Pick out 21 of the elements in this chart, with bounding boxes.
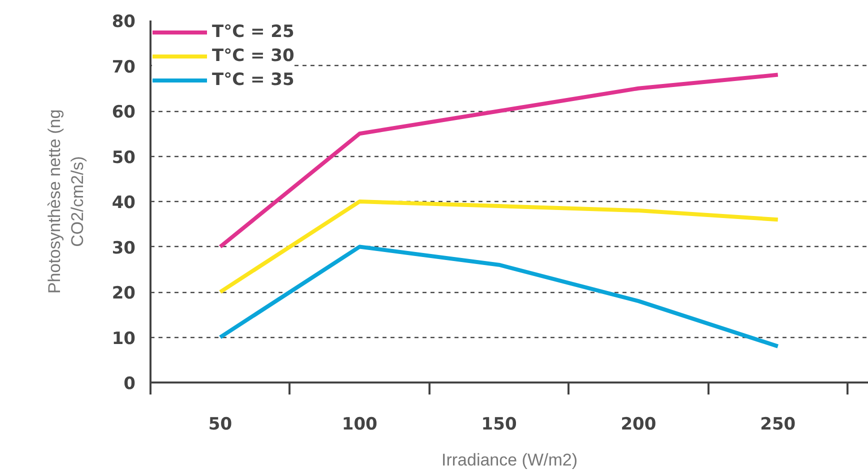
line-series (218, 200, 780, 294)
x-tick-label: 200 (620, 414, 656, 434)
y-tick-label: 40 (112, 193, 136, 213)
y-tick-label: 20 (112, 284, 136, 304)
x-tick-label: 150 (481, 414, 517, 434)
y-tick-label: 80 (112, 12, 136, 32)
legend-label: T°C = 35 (212, 70, 294, 90)
y-tick-label: 60 (112, 102, 136, 122)
x-tick-label: 250 (760, 414, 796, 434)
y-axis-title: Photosynthèse nette (ng CO2/cm2/s) (45, 109, 87, 294)
x-axis-title: Irradiance (W/m2) (441, 450, 578, 470)
legend-label: T°C = 30 (212, 46, 294, 66)
y-tick-label: 50 (112, 148, 136, 168)
x-tick-label: 100 (342, 414, 378, 434)
y-tick-label: 10 (112, 328, 136, 349)
y-tick-label: 30 (112, 238, 136, 258)
x-tick-label: 50 (208, 414, 232, 434)
y-tick-label: 0 (124, 374, 136, 394)
y-tick-label: 70 (112, 57, 136, 78)
legend-label: T°C = 25 (212, 22, 294, 42)
line-series (218, 244, 780, 348)
